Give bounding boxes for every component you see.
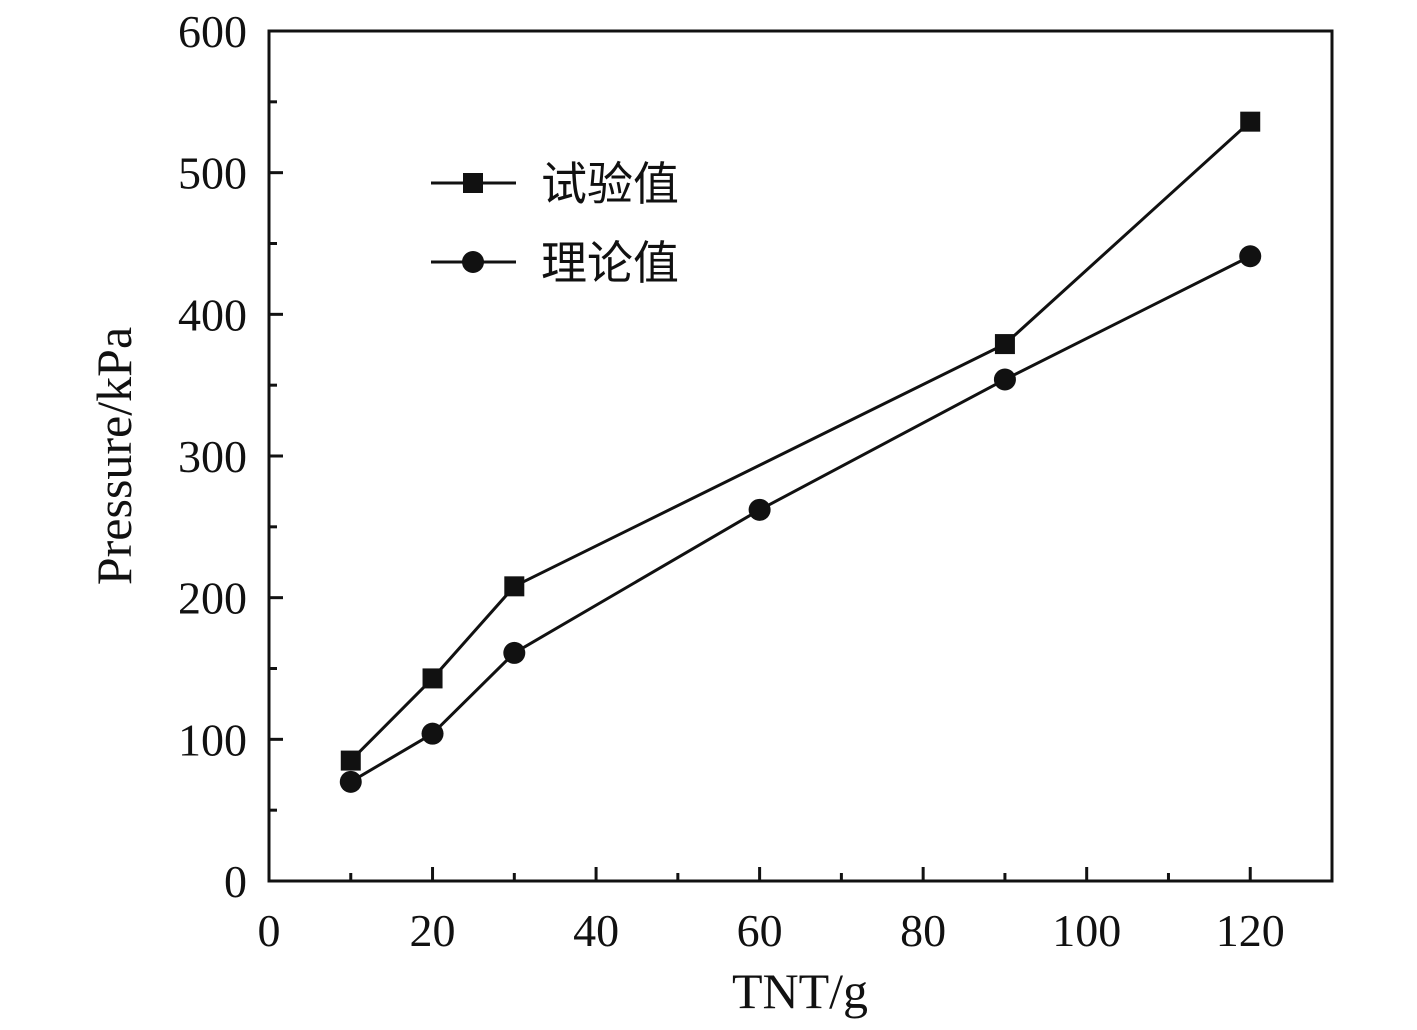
x-tick-label: 120 bbox=[1216, 905, 1285, 956]
x-tick-label: 20 bbox=[410, 905, 456, 956]
y-tick-label: 100 bbox=[178, 714, 247, 765]
y-tick-label: 300 bbox=[178, 431, 247, 482]
data-point-circle bbox=[421, 722, 444, 745]
y-tick-labels: 0 100 200 300 400 500 600 bbox=[178, 6, 247, 907]
data-point-square bbox=[340, 750, 361, 771]
major-ticks bbox=[269, 171, 1252, 881]
series-line-0 bbox=[349, 120, 1252, 762]
x-tick-labels: 0 20 40 60 80 100 120 bbox=[258, 905, 1285, 956]
x-tick-label: 40 bbox=[573, 905, 619, 956]
x-tick-label: 100 bbox=[1052, 905, 1121, 956]
x-tick-label: 80 bbox=[900, 905, 946, 956]
plot-frame bbox=[267, 29, 1334, 883]
legend-item-series-0: 试验值 bbox=[431, 157, 679, 211]
data-point-square bbox=[1240, 111, 1261, 132]
legend-label-series-1: 理论值 bbox=[541, 236, 679, 290]
data-point-square bbox=[994, 334, 1015, 355]
y-tick-label: 500 bbox=[178, 148, 247, 199]
x-tick-label: 60 bbox=[737, 905, 783, 956]
data-point-circle bbox=[748, 498, 771, 521]
series-layer bbox=[339, 111, 1262, 793]
legend-label-series-0: 试验值 bbox=[541, 157, 679, 211]
y-tick-label: 400 bbox=[178, 289, 247, 340]
data-point-circle bbox=[503, 641, 526, 664]
y-tick-label: 0 bbox=[224, 856, 247, 907]
data-point-circle bbox=[993, 368, 1016, 391]
y-tick-label: 600 bbox=[178, 6, 247, 57]
legend: 试验值 理论值 bbox=[431, 157, 679, 290]
minor-ticks bbox=[269, 100, 1170, 881]
series-0 bbox=[340, 111, 1261, 771]
x-tick-label: 0 bbox=[258, 905, 281, 956]
data-point-square bbox=[422, 668, 443, 689]
data-point-circle bbox=[339, 770, 362, 793]
data-point-circle bbox=[1239, 245, 1262, 268]
legend-marker-series-0 bbox=[463, 173, 483, 193]
x-axis-title: TNT/g bbox=[732, 963, 868, 1019]
data-point-square bbox=[504, 576, 525, 597]
legend-marker-series-1 bbox=[462, 251, 484, 273]
series-line-1 bbox=[350, 254, 1251, 784]
y-axis-title: Pressure/kPa bbox=[86, 327, 142, 585]
series-1 bbox=[339, 245, 1262, 793]
legend-item-series-1: 理论值 bbox=[431, 236, 679, 290]
y-tick-label: 200 bbox=[178, 573, 247, 624]
